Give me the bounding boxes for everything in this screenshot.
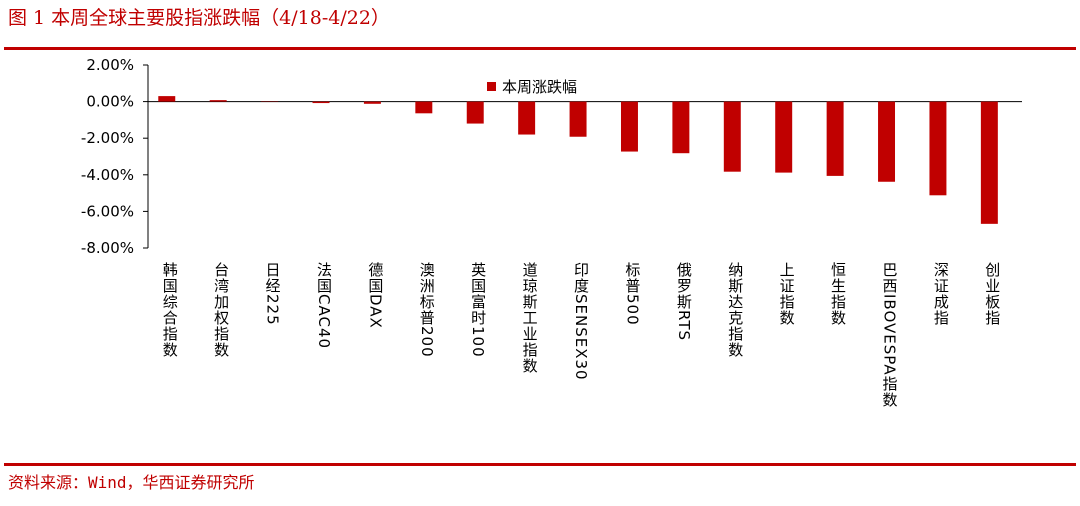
legend-label: 本周涨跌幅: [502, 78, 577, 96]
y-tick-label: -4.00%: [81, 166, 134, 184]
x-tick-label: 深证成指: [932, 262, 950, 326]
y-tick-label: -8.00%: [81, 239, 134, 257]
x-tick-label: 英国富时100: [469, 261, 487, 357]
bar: [621, 102, 638, 152]
source: 资料来源：Wind，华西证券研究所: [8, 473, 255, 492]
y-tick-label: -6.00%: [81, 202, 134, 220]
x-tick-label: 台湾加权指数: [212, 262, 230, 358]
bar: [518, 102, 535, 135]
bar: [981, 102, 998, 224]
x-tick-label: 俄罗斯RTS: [675, 262, 693, 341]
bar: [467, 102, 484, 124]
x-tick-label: 澳洲标普200: [418, 262, 436, 358]
x-tick-label: 巴西IBOVESPA指数: [880, 262, 898, 408]
x-tick-label: 创业板指: [983, 262, 1001, 326]
y-tick-label: -2.00%: [81, 129, 134, 147]
chart-title: 图 1 本周全球主要股指涨跌幅（4/18-4/22）: [8, 7, 390, 29]
bar: [364, 102, 381, 104]
bar: [313, 102, 330, 103]
legend-swatch: [487, 82, 496, 91]
title-rule: [4, 47, 1076, 50]
x-tick-label: 韩国综合指数: [161, 262, 179, 358]
bar: [210, 100, 227, 101]
x-tick-label: 德国DAX: [366, 261, 384, 329]
footer-rule: [4, 463, 1076, 466]
x-tick-label: 印度SENSEX30: [572, 262, 590, 381]
bar: [878, 102, 895, 182]
bar: [775, 102, 792, 173]
x-tick-label: 纳斯达克指数: [726, 262, 744, 358]
bar: [415, 102, 432, 114]
x-tick-label: 日经225: [264, 262, 282, 326]
x-tick-label: 道琼斯工业指数: [521, 262, 539, 374]
y-tick-label: 2.00%: [86, 56, 134, 74]
x-tick-label: 标普500: [623, 262, 641, 326]
bar: [672, 102, 689, 154]
bar: [724, 102, 741, 172]
x-tick-label: 上证指数: [778, 262, 796, 326]
bar: [827, 102, 844, 176]
bar: [929, 102, 946, 196]
bar: [570, 102, 587, 137]
bar: [158, 96, 175, 101]
x-tick-label: 恒生指数: [829, 262, 847, 326]
y-tick-label: 0.00%: [86, 93, 134, 111]
x-tick-label: 法国CAC40: [315, 262, 333, 349]
